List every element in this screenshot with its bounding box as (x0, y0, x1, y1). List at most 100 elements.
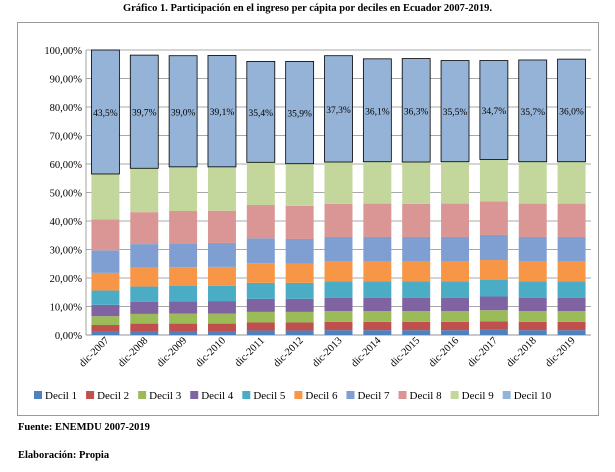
bar-segment (246, 238, 275, 264)
legend-label: Decil 1 (45, 390, 77, 402)
bar-segment (169, 313, 198, 324)
data-label: 34,7% (482, 107, 507, 117)
bar-segment (441, 311, 470, 322)
legend-swatch (502, 391, 511, 399)
legend-label: Decil 9 (462, 390, 495, 402)
bar-segment (441, 330, 470, 335)
x-tick-label: dic-2009 (155, 335, 189, 369)
data-label: 37,3% (326, 106, 351, 116)
bar-segment (130, 331, 159, 335)
bar-segment (246, 330, 275, 335)
bar-segment (91, 250, 120, 273)
bar-segment (246, 322, 275, 331)
bar-segment (363, 297, 392, 312)
bar-segment (441, 261, 470, 282)
bar-segment (169, 211, 198, 244)
bar-segment (324, 297, 353, 312)
bar-segment (557, 321, 586, 331)
bar-segment (285, 311, 314, 323)
stacked-bar-chart: 0,00% 10,00% 20,00% 30,00% 40,00% 50,00% 60,00… (34, 46, 591, 402)
bar-segment (130, 168, 159, 213)
bar-segment (169, 323, 198, 332)
bar-segment (479, 321, 508, 330)
bar-segment (169, 331, 198, 335)
bar-segment (479, 60, 509, 160)
bar-segment (557, 58, 586, 163)
bar-segment (207, 210, 236, 243)
y-tick-label: 60,00% (50, 160, 83, 171)
y-tick-label: 40,00% (50, 217, 83, 228)
bar-segment (324, 162, 353, 204)
bar-segment (169, 243, 198, 268)
data-label: 43,5% (93, 109, 118, 119)
bar-segment (246, 263, 275, 283)
x-tick-label: dic-2019 (544, 335, 578, 369)
data-label: 36,0% (559, 107, 584, 117)
data-label: 39,0% (171, 108, 196, 118)
bar-segment (518, 330, 547, 335)
data-label: 35,7% (520, 108, 545, 118)
chart-frame: 0,00% 10,00% 20,00% 30,00% 40,00% 50,00% 60,00… (17, 22, 599, 416)
bar-segment (285, 282, 314, 299)
bar-segment (402, 311, 431, 322)
bar-segment (479, 234, 508, 261)
x-tick-label: dic-2012 (272, 335, 306, 369)
bar-segment (130, 267, 159, 287)
bar-segment (285, 330, 314, 335)
legend-label: Decil 10 (514, 390, 552, 402)
bar-segment (440, 60, 470, 163)
bar-segment (91, 325, 120, 332)
bar-segment (479, 201, 508, 235)
legend-swatch (450, 391, 459, 399)
bar-segment (130, 286, 159, 302)
bar-segment (557, 330, 586, 335)
bar-segment (130, 212, 159, 245)
bar-segment (91, 304, 120, 317)
data-label: 36,1% (365, 107, 390, 117)
y-tick-label: 20,00% (50, 274, 83, 285)
bar-segment (207, 313, 236, 324)
bar-segment (479, 329, 508, 335)
x-tick-label: dic-2016 (427, 335, 461, 369)
bar-segment (324, 311, 353, 322)
author-note: Elaboración: Propia (18, 450, 110, 461)
y-tick-label: 50,00% (50, 189, 83, 200)
x-tick-label: dic-2011 (233, 335, 267, 369)
bar-segment (363, 330, 392, 335)
bar-segment (285, 322, 314, 331)
legend-swatch (138, 391, 147, 399)
bar-segment (130, 301, 159, 314)
bar-segment (91, 219, 120, 251)
x-tick-label: dic-2014 (349, 335, 384, 370)
bar-segment (363, 161, 392, 204)
bar-segment (130, 323, 159, 332)
bar-segment (91, 331, 120, 335)
bar-segment (246, 311, 275, 323)
bar-segment (324, 321, 353, 331)
bar-segment (285, 298, 314, 312)
data-label: 36,3% (404, 107, 429, 117)
chart-title: Gráfico 1. Participación en el ingreso p… (122, 3, 493, 14)
x-tick-label: dic-2017 (466, 335, 500, 369)
bar-segment (285, 61, 315, 165)
bar-segment (479, 279, 508, 297)
data-label: 39,1% (210, 108, 235, 118)
source-note: Fuente: ENEMDU 2007-2019 (18, 422, 150, 433)
bar-segment (557, 161, 586, 204)
bar-segment (207, 242, 236, 267)
bar-segment (91, 290, 120, 305)
bar-segment (441, 161, 470, 204)
bar-segment (557, 297, 586, 312)
legend-label: Decil 7 (357, 390, 390, 402)
bar-segment (479, 296, 508, 311)
bar-segment (285, 238, 314, 264)
data-label: 35,4% (249, 109, 274, 119)
x-tick-label: dic-2007 (77, 335, 111, 369)
y-tick-label: 30,00% (50, 246, 83, 257)
bar-segment (169, 285, 198, 302)
bar-segment (363, 311, 392, 322)
bar-segment (324, 236, 353, 262)
bar-segment (402, 297, 431, 312)
bar-segment (324, 203, 353, 237)
bar-segment (91, 173, 120, 220)
